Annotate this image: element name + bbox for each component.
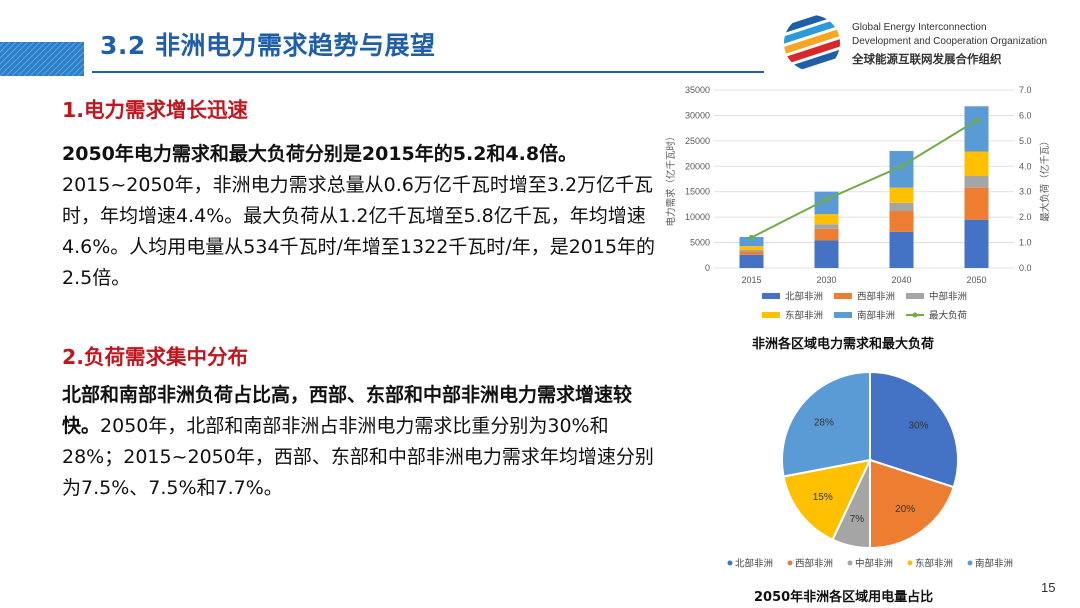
bar-chart-caption: 非洲各区域电力需求和最大负荷 (752, 337, 935, 352)
pie-data-label: 30% (908, 420, 928, 431)
section2-heading: 2.负荷需求集中分布 (62, 345, 249, 369)
page-number: 15 (1041, 580, 1056, 595)
max-load-line (751, 119, 978, 239)
bar-segment (964, 219, 989, 268)
section1-lead: 2050年电力需求和最大负荷分别是2015年的5.2和4.8倍。 (62, 143, 578, 165)
bar-segment (889, 187, 914, 203)
org-name-chinese: 全球能源互联网发展合作组织 (852, 52, 1002, 66)
pie-legend-label: 北部非洲 (735, 558, 773, 570)
pie-legend-swatch (967, 560, 973, 566)
y2-tick-label: 2.0 (1019, 212, 1032, 222)
legend-swatch (834, 293, 852, 299)
y2-tick-label: 1.0 (1019, 238, 1032, 248)
legend-line-marker (912, 312, 918, 318)
x-tick-label: 2015 (741, 275, 761, 285)
y-tick-label: 5000 (690, 238, 710, 248)
max-load-point (898, 163, 905, 169)
org-name-english: Global Energy Interconnection Developmen… (852, 21, 1047, 49)
x-tick-label: 2030 (816, 275, 836, 285)
page-title: 3.2 非洲电力需求趋势与展望 (100, 31, 436, 60)
org-name-english-line2: Development and Cooperation Organization (852, 36, 1048, 47)
bar-segment (814, 228, 839, 241)
bar-segment (739, 246, 764, 250)
section2-paragraph: 北部和南部非洲负荷占比高，西部、东部和中部非洲电力需求增速较快。2050年，北部… (62, 380, 662, 504)
x-tick-label: 2050 (966, 275, 986, 285)
y2-tick-label: 6.0 (1019, 110, 1032, 120)
pie-legend-swatch (787, 560, 793, 566)
share-pie-chart: 30% 20% 7% 15% 28% 北部非洲 西部非洲 中部非洲 东部非洲 南部非洲 (727, 370, 1013, 570)
y-tick-label: 35000 (685, 85, 710, 95)
globe-logo-icon (784, 15, 840, 71)
bar-segment (739, 254, 764, 268)
pie-data-label: 15% (813, 492, 833, 503)
y-tick-label: 20000 (685, 161, 710, 171)
legend-label: 中部非洲 (929, 291, 967, 303)
y2-tick-label: 5.0 (1019, 136, 1032, 146)
legend-swatch (906, 293, 924, 299)
pie-slice (782, 458, 872, 541)
bar-segment (964, 175, 989, 188)
bar-segment (814, 214, 839, 225)
bar-segment (814, 224, 839, 229)
pie-legend-label: 东部非洲 (915, 558, 953, 570)
pie-data-label: 20% (895, 504, 915, 515)
y2-axis-title: 最大负荷（亿千瓦） (1039, 136, 1051, 222)
pie-legend-label: 中部非洲 (855, 558, 893, 570)
bar-segment (964, 187, 989, 220)
legend-swatch (762, 293, 780, 299)
demand-bar-chart: 0 5000 10000 15000 20000 25000 30000 35000 0.0 1.… (665, 85, 1051, 322)
max-load-point (973, 117, 980, 124)
bar-segment (889, 231, 914, 268)
y-tick-label: 30000 (685, 110, 710, 120)
pie-legend-label: 西部非洲 (795, 558, 833, 570)
pie-data-label: 7% (850, 514, 865, 525)
bar-segment (889, 202, 914, 212)
pie-data-label: 28% (814, 417, 834, 428)
legend-swatch (762, 312, 780, 318)
legend-swatch (834, 312, 852, 318)
y-tick-label: 25000 (685, 136, 710, 146)
legend-label: 南部非洲 (857, 310, 895, 322)
pie-legend-swatch (727, 560, 733, 566)
bar-segment (889, 211, 914, 232)
pie-chart-caption: 2050年非洲各区域用电量占比 (754, 590, 934, 605)
section1-heading: 1.电力需求增长迅速 (62, 98, 249, 122)
bar-segment (964, 106, 989, 152)
legend-label: 最大负荷 (929, 310, 968, 322)
section2-lead: 北部和南部非洲负荷占比高，西部、东部和中部非洲电力需求增速较快。 (62, 384, 633, 437)
max-load-point (748, 234, 755, 241)
title-underline (92, 71, 764, 73)
legend-label: 东部非洲 (785, 310, 823, 322)
y-tick-label: 15000 (685, 187, 710, 197)
pie-slice (869, 458, 955, 550)
y-tick-label: 10000 (685, 212, 710, 222)
max-load-point (823, 196, 830, 202)
pie-slice (869, 370, 959, 489)
pie-slice (781, 370, 871, 478)
y2-tick-label: 4.0 (1019, 161, 1032, 171)
bar-segment (814, 240, 839, 268)
legend-label: 西部非洲 (857, 291, 895, 303)
bar-segment (739, 236, 764, 247)
bar-segment (739, 249, 764, 252)
x-tick-label: 2040 (891, 275, 911, 285)
pie-legend-label: 南部非洲 (975, 558, 1013, 570)
y2-tick-label: 0.0 (1019, 263, 1032, 273)
org-name-english-line1: Global Energy Interconnection (852, 22, 987, 33)
legend-label: 北部非洲 (785, 291, 823, 303)
pie-legend-swatch (907, 560, 913, 566)
header-stripe (0, 42, 84, 76)
y-axis-title: 电力需求（亿千瓦时） (665, 131, 677, 226)
section2-body: 2050年，北部和南部非洲占非洲电力需求比重分别为30%和28%；2015~20… (62, 415, 654, 499)
y-tick-label: 0 (705, 263, 710, 273)
y2-tick-label: 3.0 (1019, 187, 1032, 197)
pie-legend-swatch (847, 560, 853, 566)
bar-segment (964, 151, 989, 176)
section1-body: 2015~2050年，非洲电力需求总量从0.6万亿千瓦时增至3.2万亿千瓦时，年… (62, 174, 656, 289)
y2-tick-label: 7.0 (1019, 85, 1032, 95)
section1-paragraph: 2050年电力需求和最大负荷分别是2015年的5.2和4.8倍。 2015~205… (62, 139, 662, 294)
bar-segment (739, 251, 764, 255)
